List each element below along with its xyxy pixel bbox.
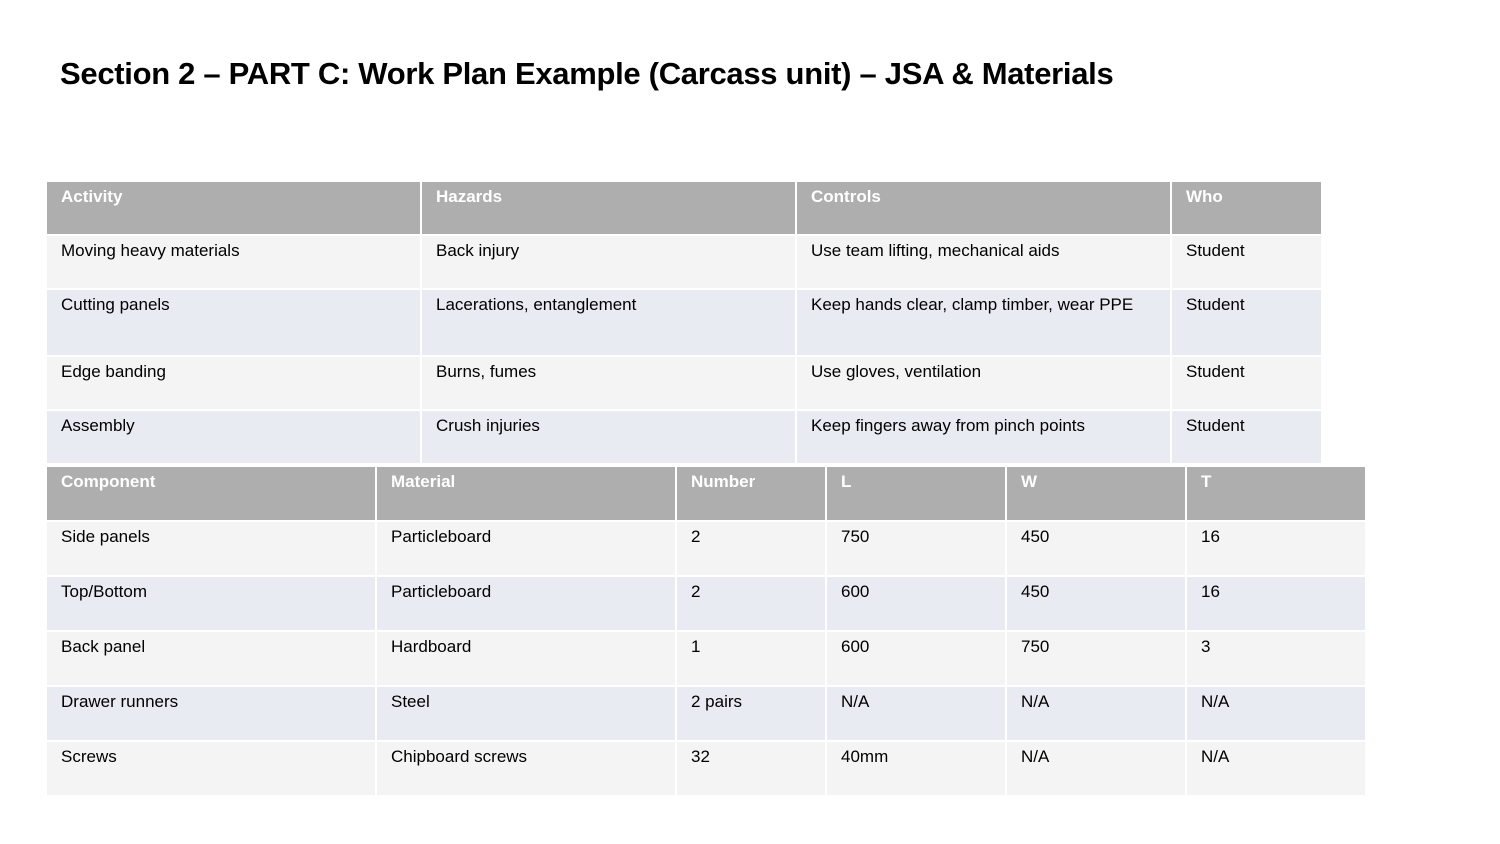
jsa-cell-who: Student bbox=[1170, 355, 1323, 411]
jsa-cell-hazards: Back injury bbox=[420, 234, 797, 290]
materials-cell-number: 2 bbox=[675, 575, 827, 632]
materials-cell-component: Screws bbox=[45, 740, 377, 797]
materials-cell-thickness: 3 bbox=[1185, 630, 1367, 687]
materials-cell-number: 32 bbox=[675, 740, 827, 797]
materials-header-length: L bbox=[825, 465, 1007, 522]
materials-header-row: Component Material Number L W T bbox=[45, 465, 1367, 522]
table-row: Back panel Hardboard 1 600 750 3 bbox=[45, 630, 1367, 687]
table-row: Top/Bottom Particleboard 2 600 450 16 bbox=[45, 575, 1367, 632]
table-row: Moving heavy materials Back injury Use t… bbox=[45, 234, 1323, 290]
materials-cell-thickness: N/A bbox=[1185, 740, 1367, 797]
jsa-header-activity: Activity bbox=[45, 180, 422, 236]
materials-cell-number: 2 pairs bbox=[675, 685, 827, 742]
materials-cell-width: N/A bbox=[1005, 740, 1187, 797]
slide-title: Section 2 – PART C: Work Plan Example (C… bbox=[60, 56, 1114, 91]
jsa-table: Activity Hazards Controls Who Moving hea… bbox=[45, 180, 1323, 465]
jsa-cell-activity: Edge banding bbox=[45, 355, 422, 411]
materials-cell-material: Steel bbox=[375, 685, 677, 742]
materials-cell-width: 450 bbox=[1005, 520, 1187, 577]
materials-cell-material: Hardboard bbox=[375, 630, 677, 687]
materials-cell-number: 1 bbox=[675, 630, 827, 687]
jsa-cell-who: Student bbox=[1170, 234, 1323, 290]
jsa-cell-activity: Cutting panels bbox=[45, 288, 422, 357]
materials-table: Component Material Number L W T Side pan… bbox=[45, 465, 1367, 797]
materials-cell-thickness: 16 bbox=[1185, 520, 1367, 577]
materials-header-width: W bbox=[1005, 465, 1187, 522]
jsa-cell-who: Student bbox=[1170, 288, 1323, 357]
jsa-cell-controls: Keep fingers away from pinch points bbox=[795, 409, 1172, 465]
materials-cell-component: Side panels bbox=[45, 520, 377, 577]
materials-header-thickness: T bbox=[1185, 465, 1367, 522]
materials-cell-component: Top/Bottom bbox=[45, 575, 377, 632]
jsa-header-row: Activity Hazards Controls Who bbox=[45, 180, 1323, 236]
materials-header-material: Material bbox=[375, 465, 677, 522]
materials-cell-thickness: N/A bbox=[1185, 685, 1367, 742]
table-row: Edge banding Burns, fumes Use gloves, ve… bbox=[45, 355, 1323, 411]
materials-cell-width: 450 bbox=[1005, 575, 1187, 632]
materials-cell-length: 600 bbox=[825, 575, 1007, 632]
jsa-header-hazards: Hazards bbox=[420, 180, 797, 236]
materials-cell-length: 750 bbox=[825, 520, 1007, 577]
jsa-cell-controls: Use gloves, ventilation bbox=[795, 355, 1172, 411]
materials-cell-length: 40mm bbox=[825, 740, 1007, 797]
jsa-cell-controls: Keep hands clear, clamp timber, wear PPE bbox=[795, 288, 1172, 357]
materials-cell-material: Particleboard bbox=[375, 575, 677, 632]
materials-cell-length: N/A bbox=[825, 685, 1007, 742]
table-row: Assembly Crush injuries Keep fingers awa… bbox=[45, 409, 1323, 465]
jsa-cell-hazards: Burns, fumes bbox=[420, 355, 797, 411]
jsa-cell-hazards: Crush injuries bbox=[420, 409, 797, 465]
materials-header-number: Number bbox=[675, 465, 827, 522]
materials-cell-width: N/A bbox=[1005, 685, 1187, 742]
table-row: Drawer runners Steel 2 pairs N/A N/A N/A bbox=[45, 685, 1367, 742]
materials-cell-material: Particleboard bbox=[375, 520, 677, 577]
table-row: Cutting panels Lacerations, entanglement… bbox=[45, 288, 1323, 357]
table-row: Side panels Particleboard 2 750 450 16 bbox=[45, 520, 1367, 577]
jsa-cell-activity: Assembly bbox=[45, 409, 422, 465]
jsa-header-who: Who bbox=[1170, 180, 1323, 236]
materials-cell-component: Drawer runners bbox=[45, 685, 377, 742]
materials-cell-number: 2 bbox=[675, 520, 827, 577]
materials-cell-width: 750 bbox=[1005, 630, 1187, 687]
materials-cell-length: 600 bbox=[825, 630, 1007, 687]
jsa-cell-who: Student bbox=[1170, 409, 1323, 465]
materials-cell-component: Back panel bbox=[45, 630, 377, 687]
jsa-cell-hazards: Lacerations, entanglement bbox=[420, 288, 797, 357]
jsa-header-controls: Controls bbox=[795, 180, 1172, 236]
materials-cell-material: Chipboard screws bbox=[375, 740, 677, 797]
table-row: Screws Chipboard screws 32 40mm N/A N/A bbox=[45, 740, 1367, 797]
jsa-cell-controls: Use team lifting, mechanical aids bbox=[795, 234, 1172, 290]
jsa-cell-activity: Moving heavy materials bbox=[45, 234, 422, 290]
materials-cell-thickness: 16 bbox=[1185, 575, 1367, 632]
materials-header-component: Component bbox=[45, 465, 377, 522]
